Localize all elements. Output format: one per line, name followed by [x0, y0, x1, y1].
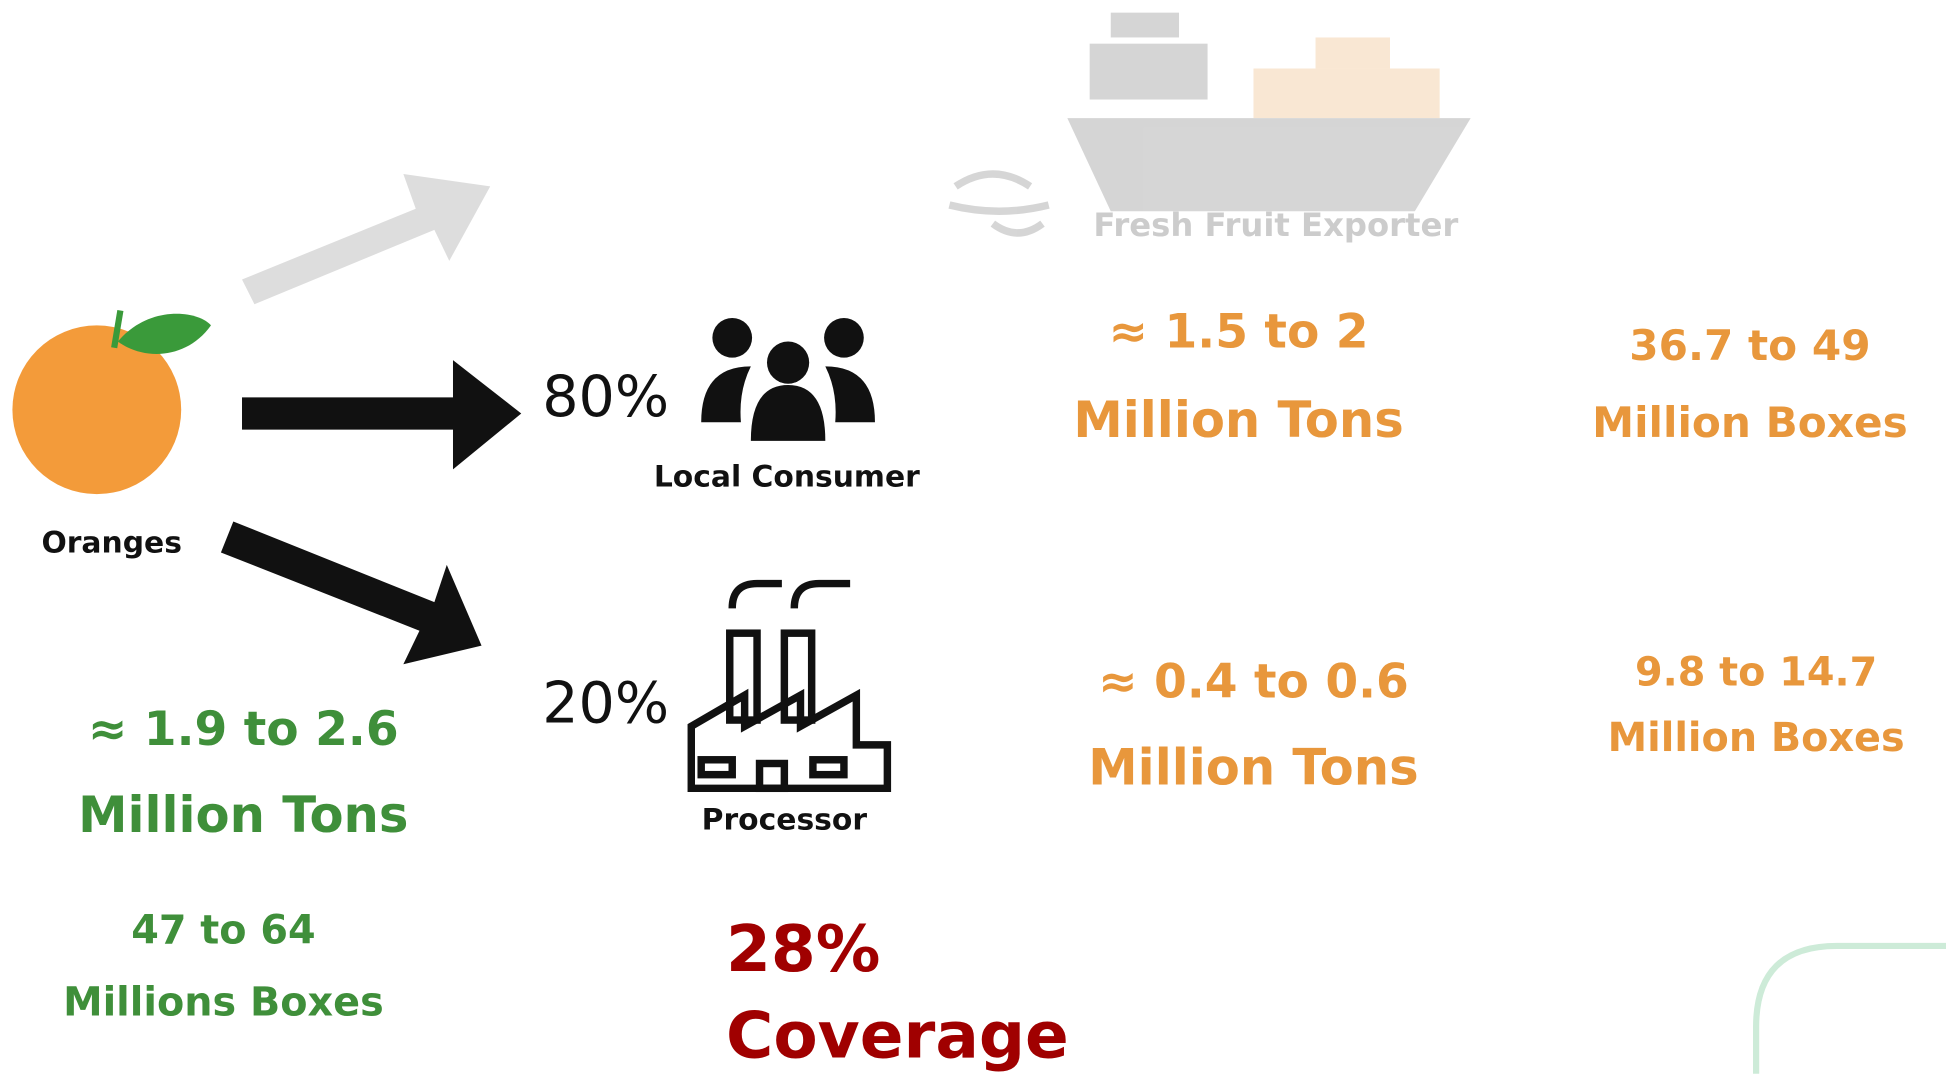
processor-boxes-unit: Million Boxes [1608, 715, 1905, 761]
processor-boxes-range: 9.8 to 14.7 [1635, 649, 1877, 695]
coverage-label: Coverage [726, 999, 1069, 1074]
arrow-consumer [242, 360, 521, 469]
exporter-boxes-range: 36.7 to 49 [1629, 321, 1870, 370]
oranges-tons-unit: Million Tons [78, 786, 408, 844]
people-icon [701, 318, 875, 441]
exporter-label: Fresh Fruit Exporter [1093, 206, 1458, 244]
consumer-label: Local Consumer [654, 460, 920, 495]
coverage-value: 28% [726, 912, 880, 987]
processor-tons-unit: Million Tons [1088, 739, 1418, 797]
leaf [118, 314, 211, 354]
processor-label: Processor [702, 802, 868, 837]
arrow-processor [221, 521, 482, 664]
diagram: Fresh Fruit Exporter Oranges 80% Local C… [0, 0, 1946, 1074]
oranges-boxes-unit: Millions Boxes [63, 979, 384, 1025]
oranges-boxes-range: 47 to 64 [131, 907, 315, 953]
decor-curve [1756, 946, 1946, 1074]
oranges-tons-range: ≈ 1.9 to 2.6 [88, 702, 399, 757]
processor-tons-range: ≈ 0.4 to 0.6 [1098, 655, 1409, 710]
ship-icon [949, 13, 1470, 233]
oranges-label: Oranges [41, 526, 181, 561]
processor-share: 20% [542, 671, 669, 737]
exporter-tons-range: ≈ 1.5 to 2 [1109, 305, 1369, 360]
exporter-tons-unit: Million Tons [1073, 391, 1403, 449]
factory-icon [691, 584, 887, 789]
consumer-share: 80% [542, 364, 669, 430]
arrow-exporter [242, 174, 490, 304]
exporter-boxes-unit: Million Boxes [1592, 398, 1908, 447]
